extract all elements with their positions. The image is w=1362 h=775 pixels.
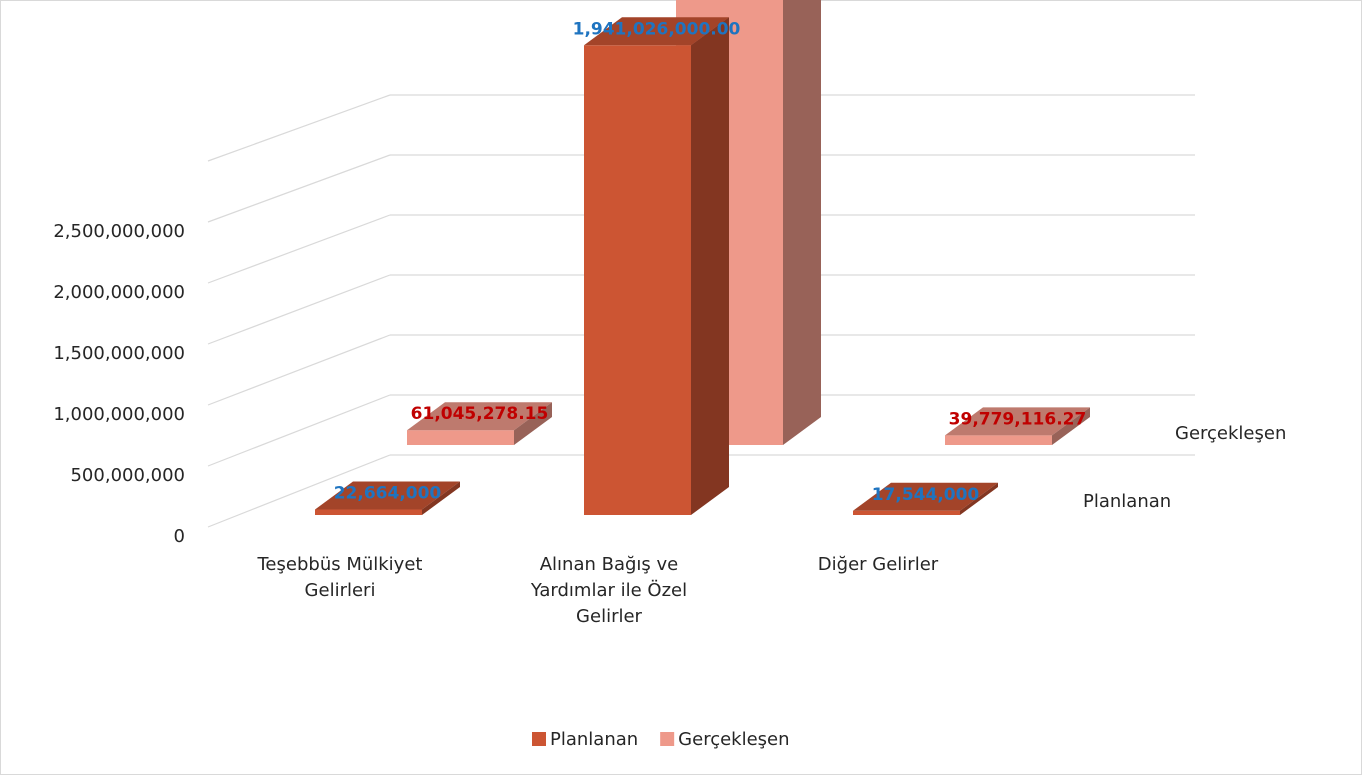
legend-swatch [660, 732, 675, 746]
y-tick-label: 2,500,000,000 [53, 221, 185, 242]
bar-side [960, 482, 998, 515]
y-tick-label: 1,000,000,000 [53, 404, 185, 425]
y-tick-label: 0 [174, 526, 185, 547]
bar-top [584, 17, 729, 46]
bar-front [945, 435, 1052, 445]
x-tick-label: Diğer Gelirler [817, 554, 939, 575]
depth-label: Gerçekleşen [1175, 423, 1286, 444]
bar-front [407, 430, 514, 445]
grid-line [207, 94, 391, 162]
bar-front [853, 510, 960, 515]
value-label: 61,045,278.15 [411, 404, 549, 424]
y-tick-label: 2,000,000,000 [53, 282, 185, 303]
bar-top [853, 482, 998, 511]
grid-line [207, 274, 391, 345]
legend-label: Gerçekleşen [678, 729, 789, 750]
x-tick-label: Teşebbüs Mülkiyet Gelirleri [257, 554, 423, 601]
bar-side [1052, 407, 1090, 445]
bar-top [407, 402, 552, 431]
legend-swatch [532, 732, 546, 746]
value-label: 1,941,026,000.00 [573, 19, 741, 39]
x-tick-label: Alınan Bağış ve Yardımlar ile Özel Gelir… [530, 554, 688, 627]
value-label: 39,779,116.27 [949, 409, 1087, 429]
y-tick-label: 500,000,000 [70, 465, 185, 486]
bar-top [945, 407, 1090, 436]
value-label: 22,664,000 [334, 484, 442, 504]
grid-line [207, 214, 391, 284]
bar-top [315, 481, 460, 510]
grid-line [207, 154, 391, 223]
bar-side [422, 481, 460, 515]
depth-label: Planlanan [1083, 491, 1171, 512]
bar-side [691, 17, 729, 516]
bar-front [584, 45, 691, 516]
bar-side [514, 402, 552, 445]
grid-line [207, 334, 391, 406]
grid-line [207, 394, 391, 467]
bar-side [783, 0, 821, 445]
bar-front [315, 509, 422, 515]
grid-line [207, 454, 391, 528]
legend-label: Planlanan [550, 729, 638, 750]
y-tick-label: 1,500,000,000 [53, 343, 185, 364]
value-label: 17,544,000 [872, 485, 980, 505]
